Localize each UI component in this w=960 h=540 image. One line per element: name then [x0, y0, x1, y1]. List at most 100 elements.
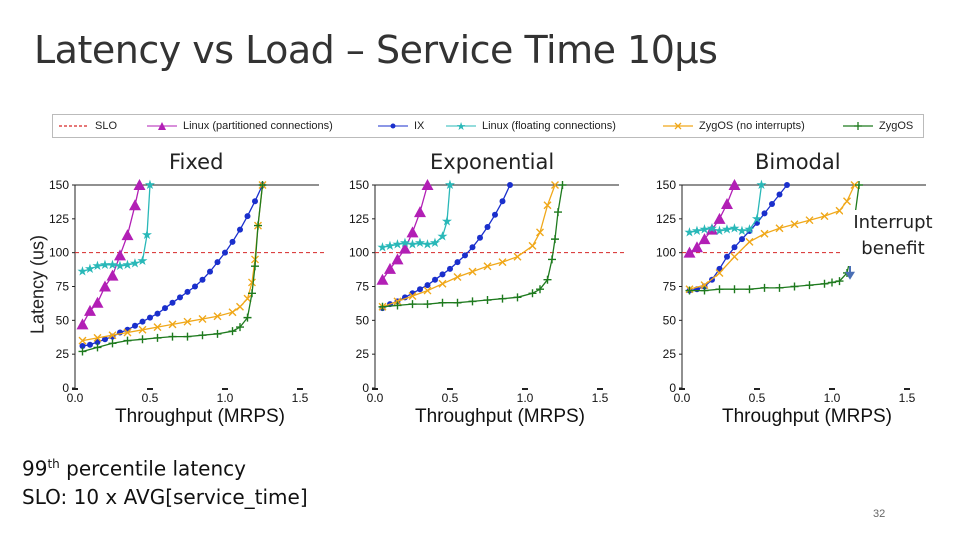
data-point — [99, 280, 111, 292]
x-tick-label: 0.5 — [749, 391, 766, 405]
legend-item-zygos-no-interrupts: ZygOS (no interrupts) — [663, 115, 805, 137]
data-point — [169, 299, 176, 306]
series-linux-floating-connections: ★★★★★★★★★★★ — [684, 177, 768, 239]
data-point — [716, 265, 723, 272]
data-point — [776, 191, 783, 198]
data-point — [543, 275, 552, 284]
data-point — [79, 343, 86, 350]
data-point — [721, 197, 733, 209]
data-point — [423, 286, 432, 295]
data-point — [558, 181, 567, 189]
data-point: ★ — [129, 255, 141, 270]
data-point — [700, 286, 709, 295]
data-point — [698, 233, 711, 245]
legend-item-slo: SLO — [59, 115, 117, 137]
legend-label: IX — [414, 120, 425, 132]
data-point: ★ — [407, 237, 419, 252]
data-point — [424, 282, 431, 289]
legend-item-ix: IX — [378, 115, 424, 137]
data-point: ★ — [721, 222, 733, 237]
series-line — [689, 184, 736, 254]
data-point — [78, 347, 87, 356]
data-point — [685, 286, 694, 295]
data-point — [790, 220, 799, 229]
legend-label: ZygOS — [879, 120, 914, 132]
data-point: ★ — [141, 227, 153, 242]
series-linux-partitioned-connections — [76, 179, 146, 330]
data-point — [421, 179, 434, 190]
series-linux-floating-connections: ★★★★★★★★★★★ — [377, 177, 456, 254]
data-point — [93, 343, 102, 352]
data-point — [123, 328, 132, 337]
data-point — [132, 322, 138, 329]
data-point: ★ — [122, 257, 134, 272]
data-point — [78, 336, 87, 345]
data-point — [168, 332, 177, 341]
x-tick-label: 1.5 — [899, 391, 916, 405]
legend-item-linux-partitioned: Linux (partitioned connections) — [147, 115, 333, 137]
data-point — [760, 283, 769, 292]
legend-swatch-linux-partitioned — [147, 122, 177, 130]
data-point — [513, 252, 522, 261]
data-point: ★ — [751, 211, 763, 226]
legend-item-zygos: ZygOS — [843, 115, 913, 137]
data-point — [184, 288, 191, 295]
data-point — [760, 229, 769, 238]
data-point — [477, 234, 483, 241]
data-point — [438, 298, 447, 307]
data-point — [237, 226, 243, 233]
data-point — [745, 285, 754, 294]
data-point: ★ — [399, 235, 411, 250]
x-axis-label: Throughput (MRPS) — [115, 406, 285, 427]
data-point — [123, 336, 132, 345]
data-point — [198, 331, 207, 340]
data-point — [499, 198, 506, 205]
data-point — [554, 208, 562, 217]
data-point — [700, 281, 709, 290]
data-point: ★ — [429, 235, 441, 250]
y-tick-label: 100 — [349, 246, 369, 260]
data-point — [258, 181, 267, 189]
data-point — [730, 252, 739, 261]
data-point — [108, 331, 117, 340]
data-point — [439, 271, 446, 278]
data-point — [214, 259, 221, 266]
data-point — [536, 285, 544, 294]
data-point — [114, 249, 126, 261]
slide-title: Latency vs Load – Service Time 10µs — [34, 28, 718, 72]
panel-title-exponential: Exponential — [430, 150, 555, 174]
series-zygos-no-interrupts — [685, 181, 859, 294]
data-point — [153, 323, 162, 332]
data-point — [775, 283, 784, 292]
series-zygos-no-interrupts — [378, 181, 559, 311]
data-point — [213, 329, 222, 338]
data-point — [468, 267, 477, 276]
data-point: ★ — [377, 239, 389, 254]
legend-label: Linux (floating connections) — [482, 120, 616, 132]
y-tick-label: 75 — [56, 280, 70, 294]
data-point — [213, 312, 222, 321]
x-tick-label: 0.0 — [367, 391, 384, 405]
data-point: ★ — [114, 258, 126, 273]
data-point — [248, 289, 256, 298]
data-point — [483, 262, 492, 271]
data-point: ★ — [444, 177, 456, 192]
data-point: ★ — [137, 253, 149, 268]
chart-fixed: 0 25 50 75 100 125 150 0.0 0.5 1.0 1.5 Throughput (… — [49, 177, 325, 427]
data-point: ★ — [392, 237, 404, 252]
legend-swatch-zygos — [843, 122, 873, 130]
data-point — [820, 212, 829, 221]
series-zygos — [685, 181, 863, 295]
data-point — [222, 249, 228, 256]
data-point — [408, 291, 417, 300]
data-point — [805, 281, 814, 290]
series-line — [82, 184, 151, 273]
x-tick-label: 1.0 — [217, 391, 234, 405]
data-point — [154, 310, 161, 317]
data-point — [252, 198, 258, 205]
data-point — [828, 278, 836, 287]
y-tick-label: 100 — [49, 246, 69, 260]
data-point — [715, 285, 724, 294]
data-point — [207, 268, 213, 275]
data-point — [251, 262, 259, 271]
